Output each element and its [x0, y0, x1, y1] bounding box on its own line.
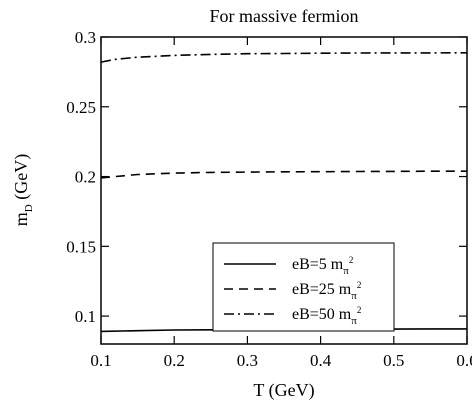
x-axis-ticks: 0.1 0.2 0.3 0.4 0.5 0.6 [90, 37, 472, 370]
series-line [100, 170, 467, 179]
legend-box [212, 242, 395, 332]
y-tick-label: 0.2 [75, 168, 96, 187]
plot-frame [100, 36, 468, 345]
y-axis-label-main: m [11, 212, 31, 226]
x-tick-label: 0.6 [456, 351, 472, 370]
y-tick-label: 0.25 [66, 98, 96, 117]
y-tick-label: 0.15 [66, 237, 96, 256]
legend-entries: eB=5 mπ2 eB=25 mπ2 eB=50 mπ2 [224, 255, 361, 327]
legend-label: eB=25 mπ2 [292, 280, 361, 302]
y-tick-label: 0.3 [75, 28, 96, 47]
y-axis-label: mD (GeV) [11, 154, 35, 226]
x-axis-label: T (GeV) [253, 380, 314, 401]
x-tick-label: 0.3 [237, 351, 258, 370]
legend-label: eB=50 mπ2 [292, 305, 361, 327]
x-tick-label: 0.1 [90, 351, 111, 370]
legend-label: eB=5 mπ2 [292, 255, 353, 277]
y-axis-label-sub: D [23, 204, 35, 212]
x-tick-label: 0.5 [383, 351, 404, 370]
x-tick-label: 0.2 [164, 351, 185, 370]
y-tick-label: 0.1 [75, 307, 96, 326]
legend: eB=5 mπ2 eB=25 mπ2 eB=50 mπ2 [212, 242, 395, 332]
y-axis-ticks: 0.1 0.15 0.2 0.25 0.3 [66, 28, 467, 326]
y-axis-label-rest: (GeV) [11, 154, 32, 204]
x-tick-label: 0.4 [310, 351, 332, 370]
chart-title: For massive fermion [210, 6, 359, 26]
series-line [100, 52, 468, 63]
